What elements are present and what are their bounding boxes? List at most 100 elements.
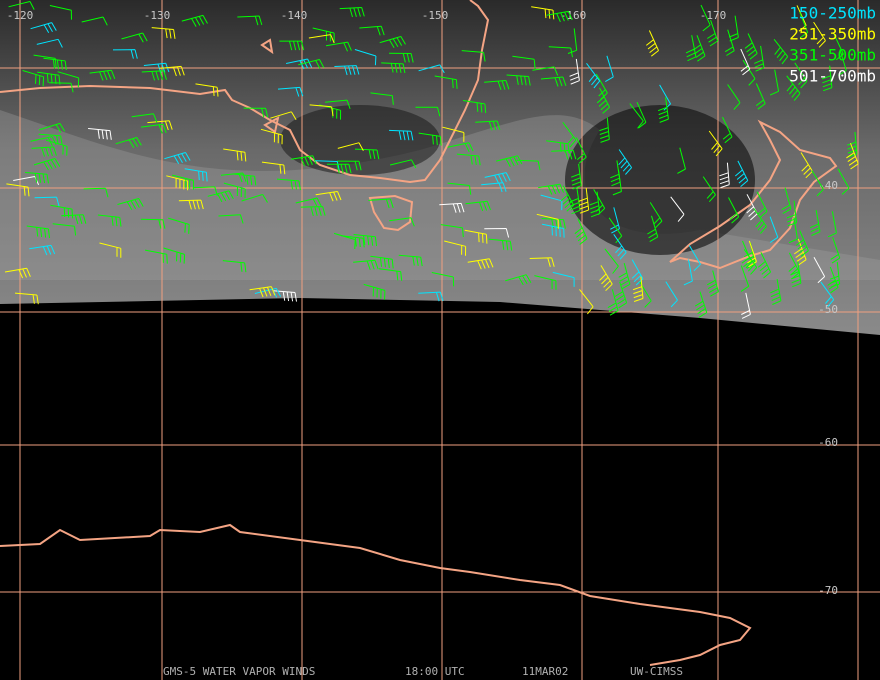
wind-barb — [769, 69, 780, 96]
wind-barb — [381, 62, 406, 74]
wind-barb — [117, 198, 144, 211]
wind-barb — [629, 103, 644, 129]
wind-barb — [773, 38, 789, 65]
wind-barb — [456, 153, 481, 166]
wind-barb — [232, 173, 257, 186]
wind-barb — [809, 209, 821, 236]
wind-barb — [788, 217, 798, 244]
wind-barb — [277, 86, 304, 97]
wind-barb — [706, 270, 719, 297]
wind-barb — [741, 292, 751, 319]
wind-barb — [14, 292, 39, 305]
wind-barb — [618, 262, 631, 290]
wind-barb — [61, 214, 87, 225]
wind-barb — [484, 80, 510, 91]
wind-barb — [141, 70, 167, 81]
wind-barb — [604, 248, 619, 274]
wind-barb — [223, 148, 247, 162]
australia-coast — [0, 0, 490, 184]
wind-barb — [241, 194, 268, 203]
wind-barb — [465, 200, 491, 212]
wind-barb — [512, 55, 536, 69]
wind-barb — [677, 147, 686, 174]
wind-barb — [237, 15, 263, 26]
wind-barb — [192, 186, 218, 196]
wind-barb — [181, 14, 208, 27]
longitude-label: -130 — [144, 9, 171, 22]
wind-barb — [612, 169, 622, 196]
dry-region — [280, 105, 440, 175]
wind-barb — [285, 58, 313, 70]
wind-barb — [575, 137, 587, 164]
wind-barb — [151, 27, 176, 39]
wind-barb — [43, 57, 67, 71]
wind-barb — [415, 106, 441, 117]
wind-barb — [195, 83, 219, 97]
wind-barb — [49, 5, 72, 20]
wind-barb — [431, 272, 455, 287]
wind-barb — [354, 148, 380, 160]
wind-barb — [753, 208, 767, 234]
wind-barb — [744, 33, 758, 60]
wind-barb — [541, 218, 566, 229]
legend-entry: 351-500mb — [789, 46, 876, 65]
wind-barb — [440, 224, 464, 238]
wind-barb — [353, 234, 378, 247]
wind-barb — [31, 146, 57, 157]
wind-barb — [295, 197, 322, 208]
wind-barb — [707, 20, 719, 47]
wind-barb — [147, 120, 173, 131]
wind-barb — [26, 225, 50, 239]
wind-barb — [325, 41, 352, 52]
wind-barb — [131, 113, 158, 123]
wind-barb — [670, 196, 685, 222]
wind-barb — [37, 71, 61, 85]
wind-barb — [700, 4, 711, 32]
wind-barb — [178, 199, 204, 210]
wind-barb — [38, 122, 66, 133]
wind-barb — [532, 66, 559, 76]
wind-barb — [38, 133, 63, 145]
legend: 150-250mb 251-350mb 351-500mb 501-700mb — [789, 4, 876, 86]
wind-barb — [319, 104, 342, 120]
wind-barb — [370, 255, 394, 269]
wind-barb — [605, 55, 614, 83]
wind-barb — [30, 22, 57, 34]
wind-barb — [692, 35, 706, 62]
footer-text: GMS-5 WATER VAPOR WINDS — [163, 665, 315, 678]
wind-barb — [88, 128, 112, 140]
wind-barb — [461, 50, 486, 62]
wind-barb — [273, 290, 297, 302]
wind-barb — [827, 211, 837, 238]
wind-barb — [820, 281, 835, 308]
wind-barb — [649, 202, 663, 229]
wind-barb — [89, 69, 116, 81]
wind-barb — [163, 247, 186, 264]
antarctica-coast — [0, 523, 752, 666]
wind-barb — [569, 58, 580, 85]
wind-barb — [159, 65, 185, 77]
wind-barb — [719, 162, 730, 189]
wind-barb — [770, 279, 782, 305]
wind-barb — [359, 25, 385, 36]
wind-barb — [685, 35, 697, 62]
wind-barb — [830, 237, 841, 264]
tasmania-coast — [368, 194, 414, 232]
wind-barb — [290, 155, 317, 167]
wind-barb — [475, 120, 501, 131]
wind-barb — [52, 223, 77, 236]
wind-barb — [315, 160, 340, 171]
wind-barb — [325, 99, 351, 109]
wind-barb — [837, 49, 847, 76]
wind-barb — [658, 97, 669, 123]
wind-barb — [847, 131, 858, 158]
wind-barb — [567, 28, 578, 54]
wind-barb — [536, 213, 559, 229]
wind-barb — [727, 84, 741, 110]
wind-barb — [389, 217, 415, 227]
wind-barb — [484, 228, 510, 238]
wind-barb — [560, 185, 575, 212]
wind-barb — [608, 217, 623, 244]
wind-barb — [481, 182, 507, 193]
wind-barb — [464, 229, 488, 244]
